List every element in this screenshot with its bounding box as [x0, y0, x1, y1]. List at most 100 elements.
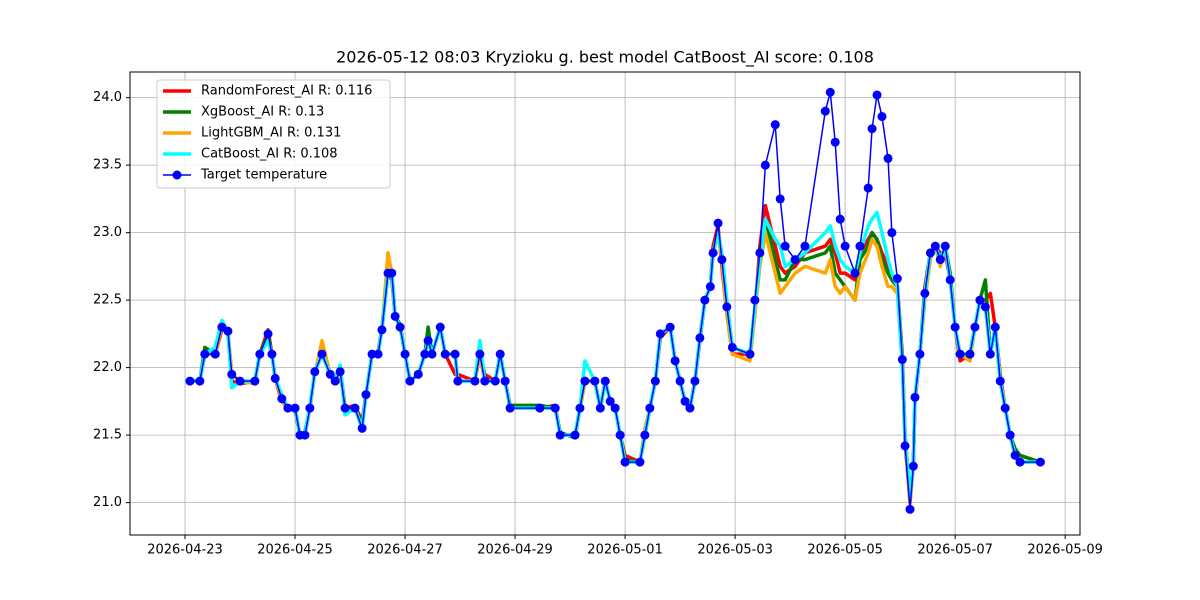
data-point — [670, 356, 680, 366]
y-tick-label: 21.0 — [93, 495, 122, 510]
data-point — [830, 137, 840, 147]
legend-label: Target temperature — [200, 168, 327, 183]
data-point — [980, 302, 990, 312]
y-tick-label: 23.5 — [93, 158, 122, 173]
data-point — [645, 403, 655, 413]
data-point — [640, 430, 650, 440]
data-point — [970, 322, 980, 332]
y-tick-label: 22.0 — [93, 360, 122, 375]
data-point — [727, 342, 737, 352]
data-point — [635, 457, 645, 467]
data-point — [892, 274, 902, 284]
data-point — [357, 423, 367, 433]
data-point — [900, 441, 910, 451]
x-tick-label: 2026-05-07 — [917, 543, 993, 558]
data-point — [1010, 450, 1020, 460]
x-tick-label: 2026-05-03 — [697, 543, 773, 558]
data-point — [255, 349, 265, 359]
data-point — [995, 376, 1005, 386]
data-point — [550, 403, 560, 413]
data-point — [910, 392, 920, 402]
data-point — [405, 376, 415, 386]
data-point — [200, 349, 210, 359]
data-point — [1005, 430, 1015, 440]
data-point — [908, 461, 918, 471]
y-tick-label: 24.0 — [93, 90, 122, 105]
data-point — [600, 376, 610, 386]
data-point — [770, 120, 780, 130]
data-point — [270, 373, 280, 383]
y-tick-label: 22.5 — [93, 293, 122, 308]
data-point — [820, 106, 830, 116]
plot-frame — [129, 71, 1081, 536]
x-tick-label: 2026-05-09 — [1027, 543, 1103, 558]
data-point — [655, 329, 665, 339]
data-point — [877, 112, 887, 122]
data-point — [575, 403, 585, 413]
y-tick-label: 21.5 — [93, 428, 122, 443]
data-point — [920, 288, 930, 298]
legend-label: RandomForest_AI R: 0.116 — [201, 84, 372, 99]
data-point — [263, 329, 273, 339]
data-point — [400, 349, 410, 359]
data-point — [713, 218, 723, 228]
y-tick-label: 23.0 — [93, 225, 122, 240]
data-point — [705, 282, 715, 292]
data-point — [185, 376, 195, 386]
data-point — [235, 376, 245, 386]
data-point — [825, 87, 835, 97]
data-point — [620, 457, 630, 467]
data-point — [595, 403, 605, 413]
data-point — [855, 241, 865, 251]
data-point — [290, 403, 300, 413]
data-point — [935, 255, 945, 265]
data-point — [897, 355, 907, 365]
legend-label: CatBoost_AI R: 0.108 — [201, 147, 338, 162]
data-point — [435, 322, 445, 332]
legend-label: LightGBM_AI R: 0.131 — [201, 126, 341, 141]
data-point — [760, 160, 770, 170]
data-point — [1000, 403, 1010, 413]
data-point — [373, 349, 383, 359]
data-point — [605, 396, 615, 406]
data-point — [535, 403, 545, 413]
data-point — [975, 295, 985, 305]
data-point — [940, 241, 950, 251]
data-point — [390, 311, 400, 321]
x-tick-label: 2026-04-25 — [257, 543, 333, 558]
data-point — [555, 430, 565, 440]
data-point — [883, 153, 893, 163]
legend-box — [156, 79, 391, 189]
data-point — [675, 376, 685, 386]
data-point — [250, 376, 260, 386]
x-tick-label: 2026-04-27 — [367, 543, 443, 558]
data-point — [685, 403, 695, 413]
data-point — [680, 396, 690, 406]
data-point — [330, 376, 340, 386]
data-point — [708, 248, 718, 258]
data-point — [505, 403, 515, 413]
data-point — [335, 367, 345, 377]
data-point — [965, 349, 975, 359]
data-point — [580, 376, 590, 386]
data-point — [223, 326, 233, 336]
data-point — [615, 430, 625, 440]
data-point — [490, 376, 500, 386]
data-point — [1015, 457, 1025, 467]
data-point — [990, 322, 1000, 332]
data-point — [872, 90, 882, 100]
data-point — [317, 349, 327, 359]
data-point — [453, 376, 463, 386]
data-point — [423, 336, 433, 346]
data-point — [945, 275, 955, 285]
data-point — [750, 295, 760, 305]
data-point — [905, 504, 915, 514]
data-point — [835, 214, 845, 224]
data-point — [930, 241, 940, 251]
data-point — [985, 349, 995, 359]
x-tick-label: 2026-05-01 — [587, 543, 663, 558]
data-point — [665, 322, 675, 332]
data-point — [427, 349, 437, 359]
